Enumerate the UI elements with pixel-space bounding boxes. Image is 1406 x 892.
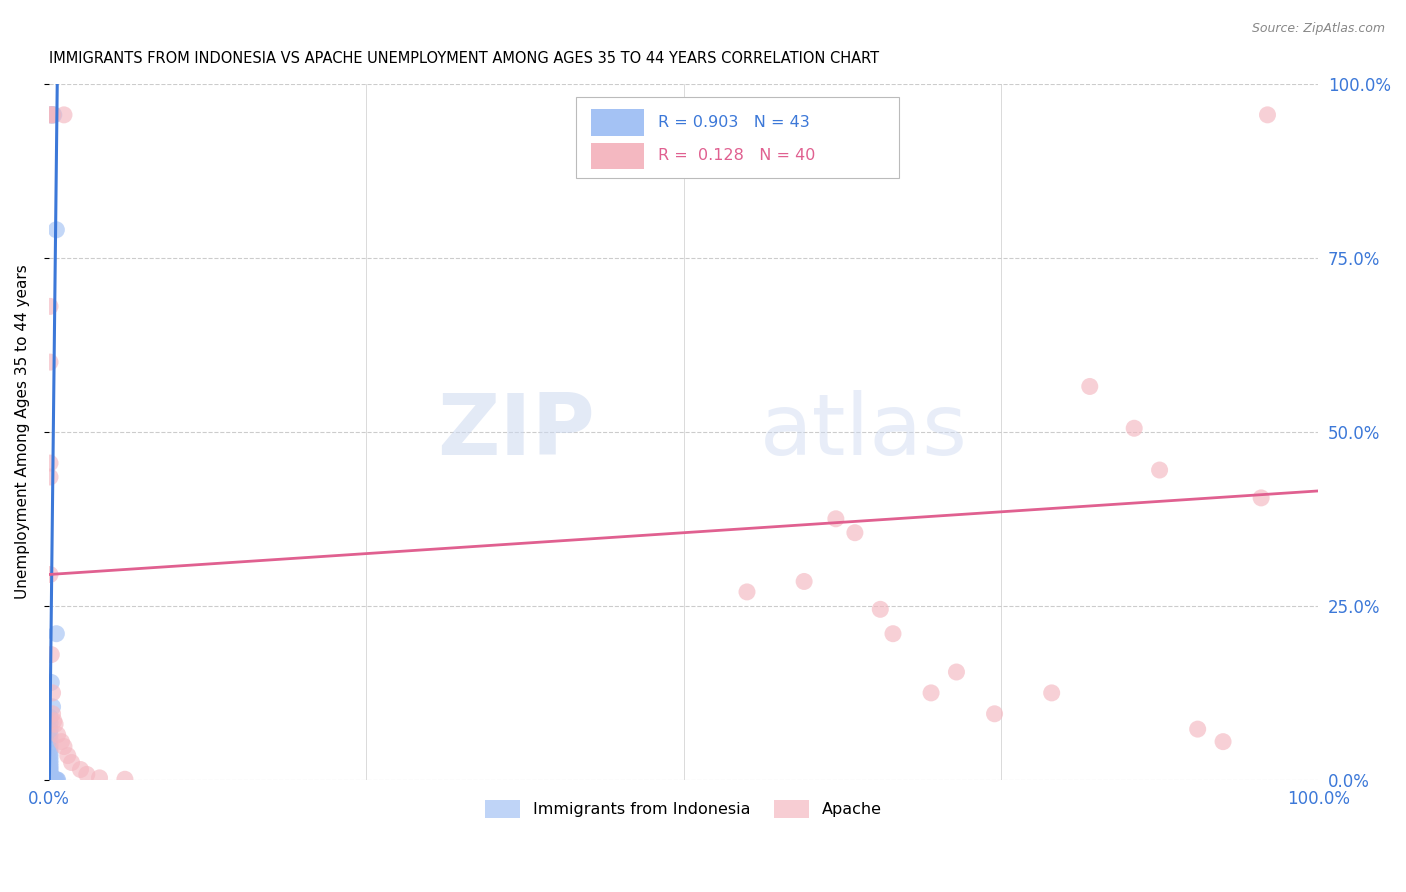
Text: R =  0.128   N = 40: R = 0.128 N = 40 xyxy=(658,148,815,163)
Point xyxy=(39,765,62,780)
Point xyxy=(45,223,67,237)
Text: Source: ZipAtlas.com: Source: ZipAtlas.com xyxy=(1251,22,1385,36)
Point xyxy=(41,772,63,787)
Point xyxy=(39,742,62,756)
Point xyxy=(44,772,66,787)
Point xyxy=(45,626,67,640)
Point xyxy=(39,754,62,768)
Point xyxy=(844,525,866,540)
Point xyxy=(39,763,62,777)
Point xyxy=(42,772,65,787)
Point xyxy=(39,759,62,773)
Point xyxy=(1123,421,1146,435)
Point xyxy=(45,772,67,787)
Point xyxy=(1187,722,1209,736)
Point xyxy=(41,772,63,787)
Point xyxy=(41,686,63,700)
Point xyxy=(39,766,62,780)
Point xyxy=(46,728,69,742)
Point xyxy=(114,772,136,787)
Point xyxy=(46,772,69,787)
Text: R = 0.903   N = 43: R = 0.903 N = 43 xyxy=(658,115,810,130)
Point xyxy=(39,772,62,786)
Point xyxy=(46,772,69,787)
Legend: Immigrants from Indonesia, Apache: Immigrants from Indonesia, Apache xyxy=(478,794,889,824)
Point xyxy=(1040,686,1063,700)
Point xyxy=(39,108,62,122)
Point xyxy=(735,585,758,599)
Point xyxy=(76,767,98,781)
Point xyxy=(39,470,62,484)
Point xyxy=(39,456,62,470)
Point xyxy=(39,772,62,787)
Point xyxy=(42,772,65,787)
Point xyxy=(39,675,62,690)
Point xyxy=(39,732,62,747)
Point xyxy=(39,750,62,764)
Point xyxy=(920,686,942,700)
Y-axis label: Unemployment Among Ages 35 to 44 years: Unemployment Among Ages 35 to 44 years xyxy=(15,264,30,599)
Point xyxy=(1078,379,1101,393)
Point xyxy=(39,648,62,662)
Point xyxy=(945,665,967,679)
Point xyxy=(42,108,65,122)
Point xyxy=(39,772,62,787)
Point xyxy=(824,512,846,526)
Point xyxy=(39,738,62,752)
Point xyxy=(1256,108,1278,122)
Point xyxy=(51,734,73,748)
Point xyxy=(41,108,63,122)
FancyBboxPatch shape xyxy=(575,97,900,178)
Point xyxy=(1212,734,1234,748)
Bar xyxy=(591,110,644,136)
Point xyxy=(39,728,62,742)
Point xyxy=(41,108,63,122)
Point xyxy=(39,768,62,782)
Point xyxy=(39,756,62,771)
Point xyxy=(39,769,62,783)
Point xyxy=(44,717,66,731)
Point xyxy=(983,706,1005,721)
Point xyxy=(39,772,62,787)
Text: atlas: atlas xyxy=(759,390,967,474)
Point xyxy=(42,108,65,122)
Bar xyxy=(591,143,644,169)
Point xyxy=(39,772,62,787)
Text: ZIP: ZIP xyxy=(437,390,595,474)
Point xyxy=(39,710,62,724)
Point xyxy=(41,772,63,787)
Point xyxy=(69,763,91,777)
Point xyxy=(1149,463,1171,477)
Point xyxy=(882,626,904,640)
Point xyxy=(39,761,62,775)
Point xyxy=(1250,491,1272,505)
Text: IMMIGRANTS FROM INDONESIA VS APACHE UNEMPLOYMENT AMONG AGES 35 TO 44 YEARS CORRE: IMMIGRANTS FROM INDONESIA VS APACHE UNEM… xyxy=(49,51,879,66)
Point xyxy=(41,108,63,122)
Point xyxy=(39,771,62,785)
Point xyxy=(793,574,815,589)
Point xyxy=(41,699,63,714)
Point xyxy=(56,748,79,763)
Point xyxy=(42,714,65,728)
Point xyxy=(869,602,891,616)
Point xyxy=(39,747,62,761)
Point xyxy=(39,772,62,787)
Point xyxy=(39,715,62,730)
Point xyxy=(39,723,62,737)
Point xyxy=(53,739,76,754)
Point xyxy=(89,771,111,785)
Point xyxy=(53,108,76,122)
Point xyxy=(39,108,62,122)
Point xyxy=(39,772,62,787)
Point xyxy=(39,355,62,369)
Point xyxy=(39,567,62,582)
Point xyxy=(60,756,83,770)
Point xyxy=(39,299,62,313)
Point xyxy=(41,706,63,721)
